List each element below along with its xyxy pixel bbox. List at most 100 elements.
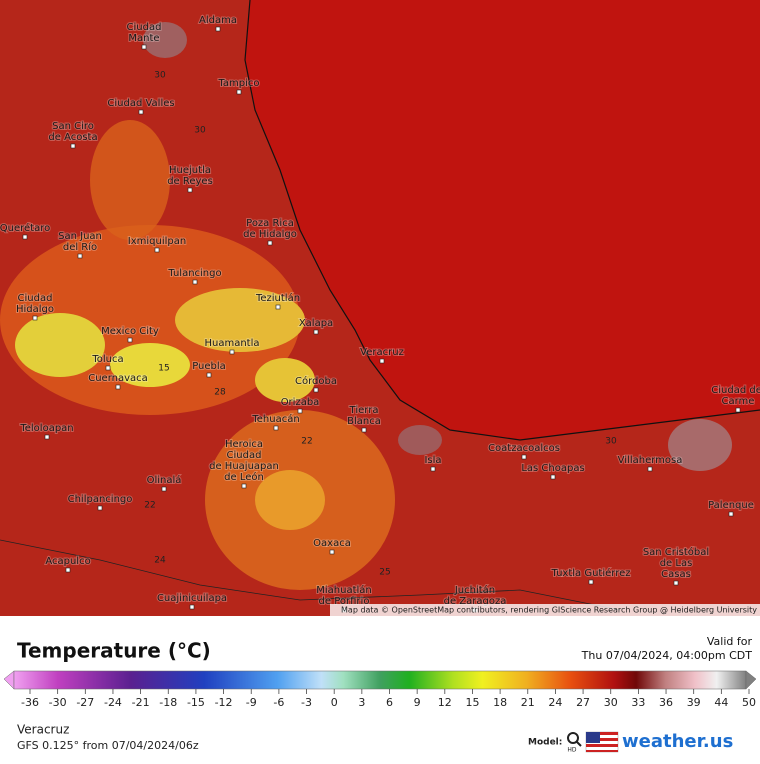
colorbar-tick-label: -21 [132,696,150,709]
model-label: Model: [528,738,562,748]
city-name: Tampico [217,78,259,89]
hot-area [175,288,305,352]
flag [585,731,619,753]
land [0,0,760,616]
city-name: Oaxaca [313,538,351,549]
city-name: Heroica [225,439,263,450]
city-name: del Río [63,241,97,253]
attribution-bg [330,604,760,616]
contour-label: 25 [379,568,390,578]
city-name: Aldama [199,15,237,26]
contour-label: 15 [158,364,169,374]
valid-time: Thu 07/04/2024, 04:00pm CDT [581,649,753,662]
city-marker [32,315,38,321]
hot-area [15,313,105,377]
colorbar-tick-label: -18 [159,696,177,709]
city-marker [229,349,235,355]
city-name: Cuernavaca [88,373,148,384]
city-name: de León [224,471,264,483]
city-name: de Huajuapan [209,461,279,472]
footer: Veracruz GFS 0.125° from 07/04/2024/06z … [17,723,733,754]
city-marker [550,474,556,480]
city-name: Ciudad del [711,385,760,396]
colorbar-tick-label: 30 [604,696,618,709]
city-name: Huejutla [169,165,211,176]
colorbar-tick-label: 15 [465,696,479,709]
colorbar-tick-label: -30 [49,696,67,709]
colorbar-tick-label: 24 [548,696,562,709]
contour-label: 24 [154,556,166,566]
city-marker [70,143,76,149]
city-name: Tehuacán [251,413,299,425]
contour-label: 30 [154,71,166,81]
city-name: Veracruz [360,347,404,358]
legend: Temperature (°C) Valid for Thu 07/04/202… [3,635,757,709]
colorbar-tick-label: -9 [246,696,257,709]
city-marker [115,384,121,390]
city: Teloloapan [18,422,75,440]
city-name: Ciudad [227,450,262,461]
city-marker [267,240,273,246]
hot-area [255,358,315,402]
city: Córdoba [294,374,338,393]
city-name: Teziutlán [255,292,300,304]
city-marker [241,483,247,489]
colorbar-tick-label: 18 [493,696,507,709]
city: Querétaro [0,221,51,240]
colorbar-tick-label: -15 [187,696,205,709]
valid-label: Valid for [707,635,753,648]
city-name: de Hidalgo [243,229,297,240]
city-marker [430,466,436,472]
hd-label: HD [567,747,577,754]
contour-label: 30 [605,437,617,447]
model-run: GFS 0.125° from 07/04/2024/06z [17,739,199,752]
city-marker [161,486,167,492]
city-marker [329,549,335,555]
city: Palenque [707,499,755,517]
city: Tulancingo [166,267,223,285]
city-marker [97,505,103,511]
city: Tehuacán [250,412,301,431]
city-name: Juchitán [454,584,495,596]
city-name: Ixmiquilpan [128,236,186,247]
colorbar-tick-label: 33 [631,696,645,709]
contour-label: 22 [301,437,312,447]
city-marker [44,434,50,440]
colorbar-tick-label: 12 [438,696,452,709]
city-name: Tulancingo [167,268,221,279]
city-name: Hidalgo [16,304,54,315]
city: Veracruz [359,346,405,364]
colorbar-tick-label: -24 [104,696,122,709]
city: Huamantla [203,337,261,355]
city-name: Huamantla [204,338,259,349]
colorbar-tick-label: 44 [714,696,728,709]
city-name: Miahuatlán [316,584,372,596]
city-marker [138,109,144,115]
contour-label: 22 [144,501,155,511]
colorbar-tick-label: 6 [386,696,393,709]
search-icon [576,741,582,747]
city-marker [313,329,319,335]
city: Las Choapas [520,462,586,480]
cool-area [398,425,442,455]
city: Ixmiquilpan [127,235,187,253]
city: Olinalá [146,473,182,492]
city-name: de Acosta [48,132,97,143]
city-marker [647,466,653,472]
city-marker [379,358,385,364]
city-name: Palenque [708,500,754,511]
city: Coatzacoalcos [487,442,561,460]
city-marker [189,604,195,610]
colorbar-tick-label: 9 [414,696,421,709]
city-name: Chilpancingo [68,494,133,505]
city-name: Mante [128,33,159,44]
warm-area [90,120,170,240]
city-name: Blanca [347,416,381,427]
